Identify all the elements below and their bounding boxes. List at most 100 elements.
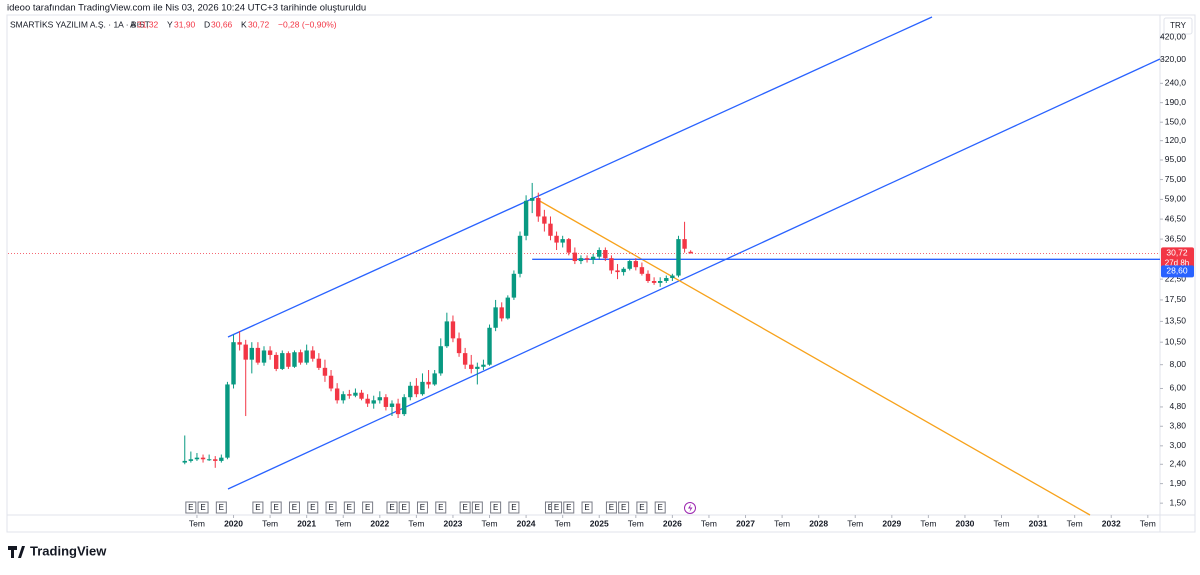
candle-body: [572, 252, 578, 262]
candle-body: [493, 307, 498, 328]
last-price-box: [1161, 247, 1194, 270]
candle-body: [560, 239, 565, 243]
earnings-marker[interactable]: [343, 501, 355, 514]
trend-line: [537, 199, 1091, 516]
drawings: [227, 16, 1161, 516]
earnings-marker[interactable]: [459, 501, 471, 514]
candle-body: [456, 338, 462, 354]
x-tick-label: Tem: [1140, 518, 1156, 528]
y-tick-label: 3,00: [1169, 440, 1186, 450]
earnings-marker[interactable]: [508, 501, 520, 514]
x-tick-label: 2026: [663, 518, 682, 528]
candle-body: [292, 352, 297, 367]
candle-body: [225, 384, 230, 458]
earnings-marker[interactable]: [398, 501, 410, 514]
y-tick-label: 4,80: [1169, 401, 1186, 411]
x-tick-label: Tem: [920, 518, 936, 528]
earnings-label: E: [328, 503, 333, 512]
candle-body: [676, 239, 681, 276]
candle-body: [395, 403, 401, 415]
earnings-label: E: [255, 503, 260, 512]
earnings-marker[interactable]: [435, 501, 447, 514]
earnings-marker[interactable]: [416, 501, 428, 514]
earnings-marker[interactable]: [288, 501, 300, 514]
earnings-label: E: [566, 503, 571, 512]
candle-body: [645, 273, 651, 281]
y-tick-label: 1,50: [1169, 497, 1186, 507]
candle-body: [499, 307, 504, 319]
x-tick-label: Tem: [335, 518, 351, 528]
earnings-marker[interactable]: [618, 501, 630, 514]
candle-body: [444, 321, 450, 347]
ohlc-value: 30,72: [248, 19, 270, 29]
earnings-marker[interactable]: [270, 501, 282, 514]
earnings-marker[interactable]: [636, 501, 648, 514]
x-tick-label: 2024: [517, 518, 536, 528]
earnings-marker[interactable]: [215, 501, 227, 514]
earnings-marker[interactable]: [490, 501, 502, 514]
y-tick-label: 2,40: [1169, 459, 1186, 469]
earnings-marker[interactable]: [197, 501, 209, 514]
earnings-marker[interactable]: [325, 501, 337, 514]
earnings-label: E: [219, 503, 224, 512]
earnings-marker[interactable]: [252, 501, 264, 514]
candle-body: [548, 223, 553, 236]
currency[interactable]: TRY: [1170, 21, 1187, 30]
candle-body: [481, 364, 486, 367]
candle-body: [213, 459, 218, 461]
y-tick-label: 75,00: [1165, 174, 1187, 184]
earnings-marker[interactable]: [551, 501, 563, 514]
candle-body: [255, 347, 261, 363]
candle-body: [273, 354, 279, 369]
earnings-label: E: [584, 503, 589, 512]
candle-body: [237, 342, 242, 345]
lightning-marker[interactable]: [684, 502, 696, 514]
currency-box[interactable]: [1163, 17, 1193, 35]
candle-body: [414, 385, 419, 395]
earnings-marker[interactable]: [654, 501, 666, 514]
ohlc-key: D: [204, 19, 210, 29]
earnings-label: E: [609, 503, 614, 512]
y-tick-label: 95,00: [1165, 154, 1187, 164]
earnings-label: E: [438, 503, 443, 512]
earnings-label: E: [511, 503, 516, 512]
candle-body: [469, 364, 474, 369]
x-tick-label: Tem: [993, 518, 1009, 528]
x-tick-label: Tem: [774, 518, 790, 528]
ohlc-legend: SMARTİKS YAZILIM A.Ş. · 1A · BIST A 31,32…: [10, 19, 337, 29]
candle-body: [249, 347, 255, 360]
earnings-marker[interactable]: [185, 501, 197, 514]
earnings-label: E: [475, 503, 480, 512]
logo: TradingView: [8, 543, 107, 558]
candle-body: [298, 352, 303, 363]
y-tick-label: 59,00: [1165, 194, 1187, 204]
candle-body: [365, 398, 370, 404]
earnings-marker[interactable]: [581, 501, 593, 514]
y-tick-label: 10,50: [1165, 336, 1187, 346]
x-tick-label: 2030: [955, 518, 974, 528]
earnings-marker[interactable]: [563, 501, 575, 514]
earnings-marker[interactable]: [307, 501, 319, 514]
candle-body: [304, 350, 309, 363]
candle-body: [597, 250, 602, 257]
x-tick-label: Tem: [1067, 518, 1083, 528]
candle-body: [353, 392, 358, 396]
y-tick-label: 22,50: [1165, 273, 1187, 283]
earnings-label: E: [420, 503, 425, 512]
x-tick-label: 2032: [1102, 518, 1121, 528]
y-tick-label: 190,0: [1165, 97, 1187, 107]
candle-body: [536, 198, 541, 217]
earnings-marker[interactable]: [362, 501, 374, 514]
y-tick-label: 46,50: [1165, 213, 1187, 223]
candle-body: [627, 261, 632, 269]
x-tick-label: 2027: [736, 518, 755, 528]
candle-body: [420, 381, 425, 395]
y-tick-label: 320,00: [1160, 54, 1186, 64]
x-tick-label: Tem: [189, 518, 205, 528]
x-tick-label: 2020: [224, 518, 243, 528]
earnings-marker[interactable]: [386, 501, 398, 514]
candle-body: [377, 397, 383, 401]
candle-body: [310, 350, 315, 359]
earnings-marker[interactable]: [605, 501, 617, 514]
earnings-marker[interactable]: [471, 501, 483, 514]
